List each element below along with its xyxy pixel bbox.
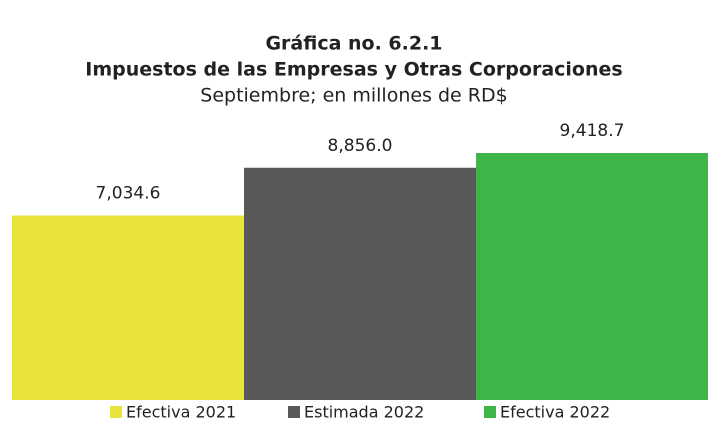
value-label: 7,034.6 xyxy=(96,184,161,204)
legend-label: Efectiva 2021 xyxy=(126,403,236,422)
bar xyxy=(12,215,244,400)
chart-title: Gráfica no. 6.2.1 xyxy=(265,33,442,55)
legend-swatch xyxy=(484,406,496,418)
bar xyxy=(244,167,476,400)
legend-swatch xyxy=(110,406,122,418)
value-label: 8,856.0 xyxy=(328,136,393,156)
legend-swatch xyxy=(288,406,300,418)
legend-label: Efectiva 2022 xyxy=(500,403,610,422)
legend-label: Estimada 2022 xyxy=(304,403,424,422)
value-label: 9,418.7 xyxy=(560,121,625,141)
chart-subtitle-main: Impuestos de las Empresas y Otras Corpor… xyxy=(85,59,622,81)
bar xyxy=(476,153,708,400)
chart-subtitle: Septiembre; en millones de RD$ xyxy=(200,85,507,107)
